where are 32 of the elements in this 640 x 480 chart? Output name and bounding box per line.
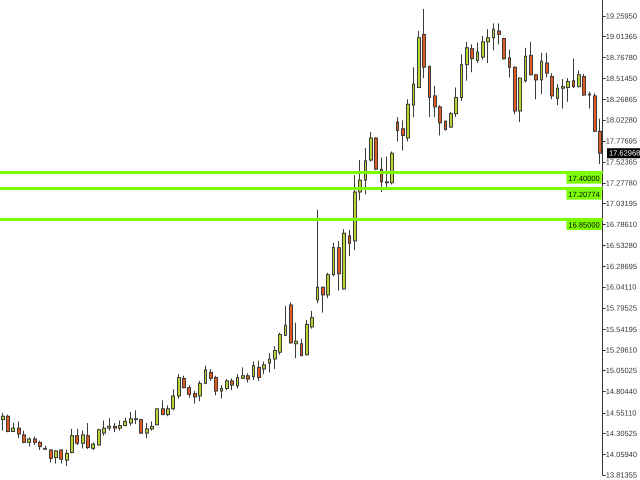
candlestick xyxy=(155,408,159,426)
candlestick xyxy=(572,58,575,89)
candlestick xyxy=(204,365,207,385)
candlestick xyxy=(220,384,223,400)
candlestick xyxy=(364,148,367,196)
candlestick xyxy=(428,65,431,118)
candlestick xyxy=(460,54,463,102)
candlestick xyxy=(540,52,543,95)
candlestick xyxy=(502,37,506,60)
candlestick xyxy=(497,22,501,45)
candlestick xyxy=(348,229,351,257)
candlestick xyxy=(444,120,447,131)
candlestick xyxy=(396,116,399,142)
candlestick xyxy=(252,360,255,381)
candlestick xyxy=(300,338,303,357)
candlestick xyxy=(588,91,591,110)
candlestick xyxy=(545,52,549,78)
candlestick xyxy=(17,420,21,439)
candlestick xyxy=(524,47,527,83)
candlestick xyxy=(492,22,495,51)
candlestick xyxy=(556,84,559,106)
candlestick xyxy=(412,66,415,118)
candlestick xyxy=(508,48,511,78)
candlestick xyxy=(332,242,335,277)
candlestick xyxy=(65,450,69,467)
candlestick xyxy=(284,305,287,337)
candlestick xyxy=(268,352,271,373)
candlestick xyxy=(43,445,47,451)
candlestick xyxy=(476,42,479,64)
candlestick xyxy=(236,374,239,389)
candlestick xyxy=(316,209,319,304)
candlestick xyxy=(550,72,554,100)
